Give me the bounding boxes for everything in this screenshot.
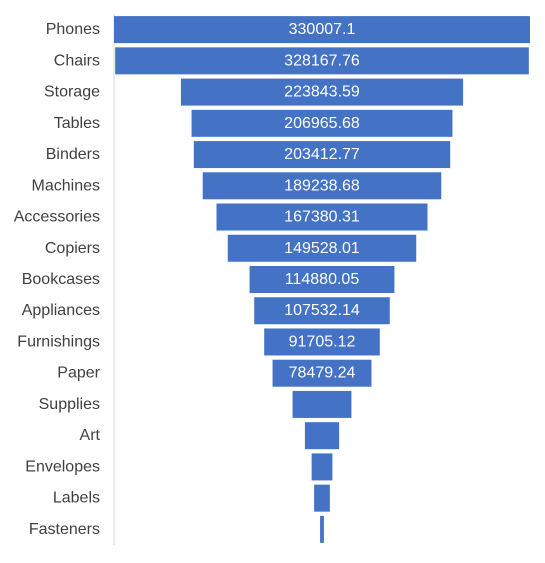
category-label-tables: Tables (54, 115, 100, 132)
category-label-labels: Labels (53, 490, 100, 507)
bar-copiers (227, 234, 417, 262)
bar-machines (202, 172, 442, 200)
category-label-bookcases: Bookcases (22, 271, 100, 288)
category-label-fasteners: Fasteners (29, 521, 100, 538)
data-label-accessories: 167380.31 (284, 209, 360, 226)
category-label-furnishings: Furnishings (17, 333, 100, 350)
category-label-copiers: Copiers (45, 240, 100, 257)
data-label-tables: 206965.68 (284, 115, 360, 132)
data-label-copiers: 149528.01 (284, 240, 360, 257)
bar-labels (314, 484, 330, 512)
bar-paper (272, 359, 372, 387)
category-label-binders: Binders (46, 146, 100, 163)
bar-tables (191, 109, 453, 137)
bar-art (304, 422, 340, 450)
data-label-furnishings: 91705.12 (289, 333, 356, 350)
category-label-appliances: Appliances (22, 302, 100, 319)
data-label-machines: 189238.68 (284, 177, 360, 194)
category-label-art: Art (80, 427, 101, 444)
bar-chairs (115, 47, 529, 75)
data-label-chairs: 328167.76 (284, 52, 360, 69)
category-label-supplies: Supplies (39, 396, 100, 413)
data-label-binders: 203412.77 (284, 146, 360, 163)
category-labels-group: Phones Chairs Storage Tables Binders Machines… (14, 21, 101, 538)
bar-accessories (216, 203, 428, 231)
category-label-chairs: Chairs (54, 52, 100, 69)
data-label-storage: 223843.59 (284, 84, 360, 101)
bar-furnishings (264, 328, 380, 356)
category-label-accessories: Accessories (14, 209, 100, 226)
bar-fasteners (320, 515, 324, 543)
data-label-paper: 78479.24 (289, 365, 356, 382)
category-label-phones: Phones (46, 21, 100, 38)
category-label-envelopes: Envelopes (25, 458, 100, 475)
category-label-paper: Paper (57, 365, 100, 382)
bar-binders (193, 141, 451, 169)
category-label-storage: Storage (44, 84, 100, 101)
bar-appliances (254, 297, 390, 325)
bars-group (114, 16, 530, 543)
bar-supplies (292, 390, 352, 418)
bar-envelopes (311, 453, 333, 481)
data-label-phones: 330007.1 (289, 21, 356, 38)
category-label-machines: Machines (32, 177, 100, 194)
data-label-appliances: 107532.14 (284, 302, 360, 319)
bar-phones (114, 16, 530, 44)
bar-bookcases (249, 266, 395, 293)
data-label-bookcases: 114880.05 (285, 271, 360, 288)
bar-storage (180, 78, 464, 106)
data-labels-group: 330007.1 328167.76 223843.59 206965.68 20341… (284, 21, 360, 382)
